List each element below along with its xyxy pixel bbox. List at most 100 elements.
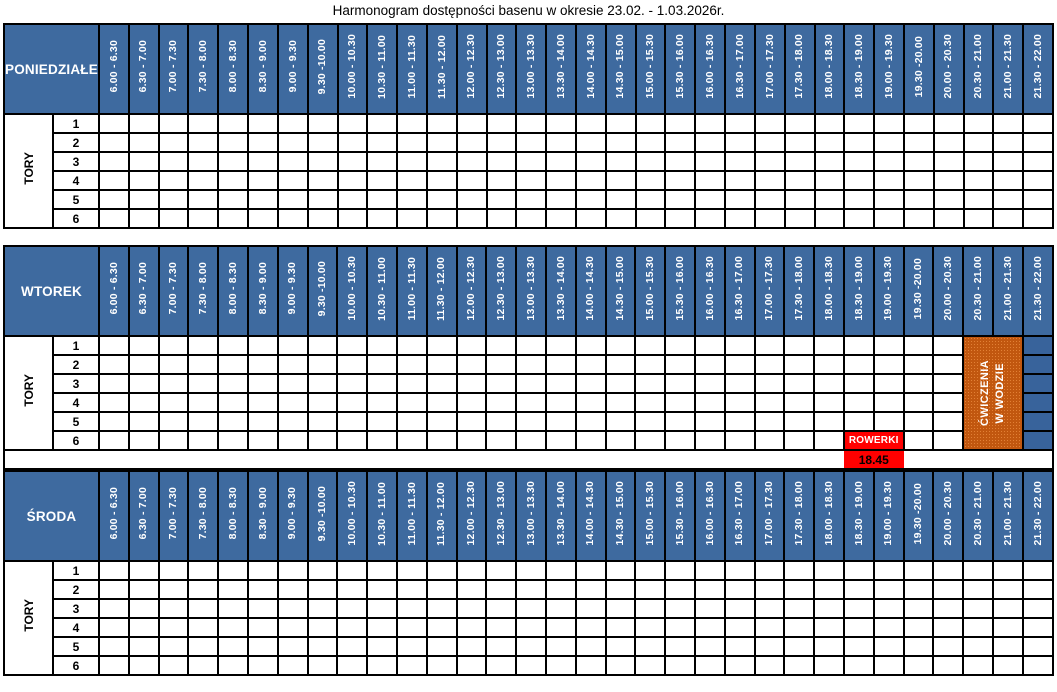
schedule-slot-cell — [664, 392, 696, 413]
time-slot-label: 7.30 - 8.00 — [197, 40, 210, 93]
time-slot-header: 10.00 - 10.30 — [336, 23, 369, 115]
time-slot-label: 17.30 - 18.00 — [793, 34, 806, 99]
schedule-slot-cell — [127, 560, 160, 581]
schedule-slot-cell — [872, 636, 905, 657]
time-slot-label: 8.00 - 8.30 — [226, 262, 239, 315]
schedule-slot-cell — [664, 579, 696, 600]
schedule-slot-cell — [634, 151, 667, 172]
schedule-slot-cell — [1022, 208, 1054, 229]
schedule-slot-cell — [127, 208, 160, 229]
schedule-slot-cell — [455, 598, 488, 619]
schedule-slot-cell — [664, 598, 696, 619]
schedule-slot-cell — [247, 354, 279, 375]
schedule-slot-cell — [693, 354, 726, 375]
schedule-slot-cell — [157, 151, 190, 172]
schedule-slot-cell — [366, 560, 398, 581]
time-slot-header: 13.00 - 13.30 — [515, 470, 547, 562]
schedule-slot-cell — [843, 113, 876, 134]
schedule-slot-cell — [753, 170, 786, 191]
schedule-slot-cell — [723, 560, 756, 581]
schedule-slot-cell — [724, 113, 756, 134]
time-slot-header: 12.00 - 12.30 — [455, 245, 488, 337]
schedule-slot-cell — [842, 373, 875, 394]
schedule-slot-cell — [395, 354, 428, 375]
lane-number: 3 — [51, 598, 101, 619]
schedule-slot-cell — [574, 335, 607, 356]
reserved-slot-cell — [1021, 354, 1055, 375]
day-label-poniedzialek: PONIEDZIAŁEK — [3, 23, 100, 115]
schedule-slot-cell — [98, 132, 130, 153]
time-slot-label: 13.30 - 14.00 — [554, 34, 567, 99]
schedule-slot-cell — [753, 189, 786, 210]
schedule-slot-cell — [515, 655, 547, 676]
schedule-slot-cell — [574, 411, 607, 432]
lanes-group-label-text: TORY — [21, 152, 36, 185]
time-slot-header: 15.30 - 16.00 — [664, 245, 696, 337]
schedule-slot-cell — [753, 208, 786, 229]
schedule-slot-cell — [1022, 113, 1054, 134]
time-slot-label: 9.00 - 9.30 — [286, 487, 299, 540]
time-slot-label: 9.00 - 9.30 — [286, 262, 299, 315]
schedule-slot-cell — [604, 598, 637, 619]
schedule-slot-cell — [455, 617, 488, 638]
time-slot-header: 14.00 - 14.30 — [574, 245, 607, 337]
schedule-slot-cell — [574, 598, 607, 619]
schedule-slot-cell — [455, 655, 488, 676]
time-slot-label: 12.30 - 13.00 — [495, 481, 508, 546]
schedule-slot-cell — [634, 132, 667, 153]
schedule-slot-cell — [306, 636, 339, 657]
schedule-slot-cell — [634, 598, 667, 619]
schedule-slot-cell — [98, 560, 130, 581]
time-slot-header: 10.00 - 10.30 — [336, 470, 369, 562]
time-slot-label: 21.00 - 21.30 — [1002, 34, 1015, 99]
time-slot-label: 17.30 - 18.00 — [792, 256, 805, 321]
time-slot-label: 16.30 - 17.00 — [733, 256, 746, 321]
schedule-slot-cell — [425, 392, 458, 413]
time-slot-label: 20.00 - 20.30 — [941, 481, 954, 546]
schedule-slot-cell — [217, 151, 250, 172]
schedule-slot-cell — [723, 598, 756, 619]
schedule-slot-cell — [694, 189, 727, 210]
schedule-slot-cell — [336, 208, 369, 229]
time-slot-header: 8.00 - 8.30 — [217, 470, 249, 562]
schedule-slot-cell — [723, 373, 756, 394]
time-slot-header: 15.00 - 15.30 — [634, 470, 667, 562]
time-slot-label: 14.30 - 15.00 — [614, 481, 627, 546]
schedule-slot-cell — [843, 170, 876, 191]
schedule-slot-cell — [634, 636, 667, 657]
time-slot-label: 10.30 - 11.00 — [375, 256, 388, 321]
schedule-slot-cell — [544, 560, 577, 581]
schedule-slot-cell — [962, 151, 995, 172]
schedule-slot-cell — [127, 113, 160, 134]
schedule-slot-cell — [187, 392, 220, 413]
schedule-slot-cell — [455, 151, 488, 172]
time-slot-header: 8.30 - 9.00 — [247, 470, 279, 562]
schedule-slot-cell — [187, 113, 220, 134]
time-slot-header: 18.00 - 18.30 — [813, 245, 845, 337]
schedule-slot-cell — [485, 579, 518, 600]
schedule-slot-cell — [783, 170, 816, 191]
schedule-slot-cell — [753, 354, 786, 375]
schedule-slot-cell — [127, 636, 160, 657]
schedule-slot-cell — [276, 636, 309, 657]
schedule-slot-cell — [753, 560, 786, 581]
time-slot-header: 7.30 - 8.00 — [187, 245, 220, 337]
schedule-slot-cell — [366, 598, 398, 619]
schedule-slot-cell — [157, 617, 190, 638]
time-slot-header: 9.00 - 9.30 — [276, 23, 309, 115]
schedule-slot-cell — [515, 113, 548, 134]
schedule-slot-cell — [634, 113, 667, 134]
schedule-slot-cell — [247, 579, 279, 600]
schedule-slot-cell — [247, 151, 279, 172]
time-slot-label: 18.30 - 19.00 — [852, 481, 865, 546]
schedule-slot-cell — [515, 151, 548, 172]
schedule-slot-cell — [455, 392, 488, 413]
time-slot-header: 7.00 - 7.30 — [157, 23, 190, 115]
schedule-slot-cell — [634, 411, 667, 432]
schedule-slot-cell — [366, 655, 398, 676]
schedule-slot-cell — [873, 132, 905, 153]
time-slot-label: 11.00 - 11.30 — [405, 256, 418, 321]
schedule-slot-cell — [664, 170, 697, 191]
time-slot-label: 18.30 - 19.00 — [852, 256, 865, 321]
time-slot-header: 21.00 - 21.30 — [991, 245, 1024, 337]
